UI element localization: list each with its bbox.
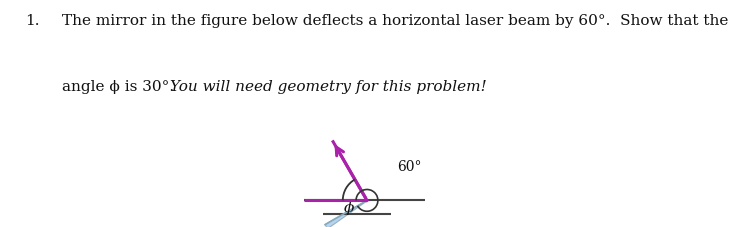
Text: You will need geometry for this problem!: You will need geometry for this problem!: [170, 79, 486, 93]
Text: 1.: 1.: [26, 14, 40, 27]
Text: angle ϕ is 30°.: angle ϕ is 30°.: [62, 79, 184, 93]
Text: 60°: 60°: [397, 159, 421, 173]
Text: ϕ: ϕ: [343, 200, 354, 214]
Polygon shape: [325, 200, 367, 227]
Text: The mirror in the figure below deflects a horizontal laser beam by 60°.  Show th: The mirror in the figure below deflects …: [62, 14, 728, 27]
